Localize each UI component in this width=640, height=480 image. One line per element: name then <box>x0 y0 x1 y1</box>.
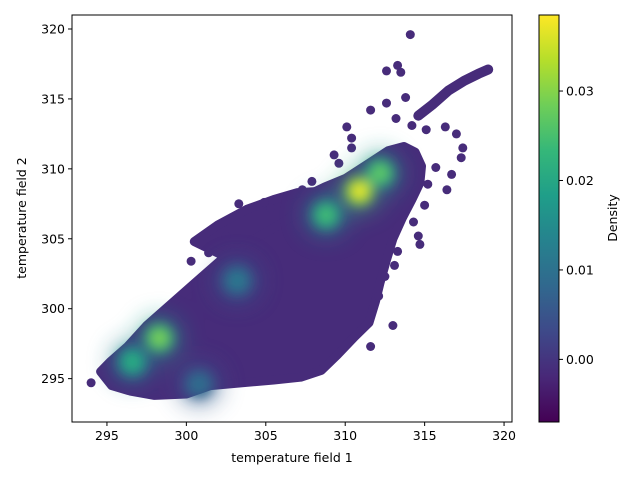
scatter-point <box>420 200 430 210</box>
scatter-point <box>442 185 452 195</box>
x-axis-label: temperature field 1 <box>231 450 352 465</box>
scatter-point <box>382 66 391 76</box>
scatter-point <box>393 60 403 70</box>
y-tick-label: 300 <box>41 301 65 316</box>
y-tick-label: 315 <box>41 91 65 106</box>
y-tick-label: 320 <box>41 21 65 36</box>
colorbar: 0.00 0.01 0.02 0.03 Density <box>538 14 620 423</box>
x-tick-label: 310 <box>333 428 357 443</box>
scatter-point <box>431 163 441 172</box>
scatter-point <box>407 121 417 130</box>
y-tick-label: 305 <box>41 231 65 246</box>
density-peak-core <box>152 331 167 346</box>
x-tick-label: 315 <box>413 428 437 443</box>
scatter-point <box>474 69 484 79</box>
scatter-point <box>347 133 357 143</box>
plot-frame <box>71 14 513 423</box>
scatter-point <box>413 231 423 241</box>
x-tick-label: 300 <box>174 428 198 443</box>
scatter-point <box>259 197 269 207</box>
colorbar-tick-label: 0.02 <box>566 173 594 188</box>
scatter-point <box>266 203 276 213</box>
density-peak-core <box>192 377 207 392</box>
scatter-point <box>421 125 431 135</box>
scatter-point <box>451 129 461 139</box>
scatter-point <box>391 114 401 123</box>
colorbar-ticks: 0.00 0.01 0.02 0.03 <box>559 84 594 367</box>
scatter-point <box>428 100 438 110</box>
density-peaks <box>118 159 395 399</box>
scatter-point <box>342 122 352 132</box>
x-tick-label: 305 <box>254 428 278 443</box>
scatter-point <box>443 86 453 96</box>
scatter-point <box>390 260 399 270</box>
x-axis: 295 300 305 310 315 320 <box>95 422 516 443</box>
scatter-point <box>405 30 415 40</box>
scatter-point <box>347 143 357 153</box>
density-peak-core <box>319 208 334 223</box>
colorbar-tick-label: 0.00 <box>566 352 594 367</box>
scatter-point <box>388 321 398 330</box>
scatter-point <box>186 256 196 266</box>
scatter-point <box>380 272 390 281</box>
scatter-point <box>374 291 384 301</box>
scatter-point <box>204 248 214 258</box>
plot-area <box>86 30 494 407</box>
scatter-point <box>366 105 376 115</box>
scatter-point <box>221 231 231 241</box>
scatter-point <box>423 179 433 189</box>
colorbar-tick-label: 0.03 <box>566 84 594 99</box>
scatter-point <box>307 176 317 186</box>
density-peak-core <box>230 273 245 288</box>
scatter-point <box>297 185 307 195</box>
scatter-point <box>458 143 468 153</box>
scatter-point <box>456 153 466 163</box>
scatter-point <box>334 158 344 168</box>
scatter-outliers <box>86 30 468 388</box>
scatter-point <box>447 169 457 179</box>
scatter-point <box>409 217 418 227</box>
y-tick-label: 295 <box>41 371 65 386</box>
x-tick-label: 320 <box>492 428 516 443</box>
scatter-point <box>366 342 376 351</box>
scatter-point <box>415 239 425 249</box>
y-axis-label: temperature field 2 <box>14 157 29 278</box>
density-peak-core <box>352 184 367 199</box>
colorbar-label: Density <box>605 194 620 242</box>
scatter-point <box>329 150 339 160</box>
scatter-point <box>234 199 244 209</box>
scatter-point <box>483 65 493 75</box>
density-peak-core <box>373 166 388 181</box>
scatter-point <box>459 76 469 86</box>
density-peak-core <box>125 354 140 369</box>
colorbar-gradient <box>538 14 560 423</box>
colorbar-tick-label: 0.01 <box>566 262 594 277</box>
y-tick-label: 310 <box>41 161 65 176</box>
scatter-point <box>86 378 96 388</box>
scatter-point <box>396 67 406 77</box>
density-highlights <box>110 151 403 407</box>
scatter-cloud-upper-band <box>189 186 328 262</box>
scatter-point <box>401 93 411 102</box>
x-tick-label: 295 <box>95 428 119 443</box>
scatter-point <box>413 111 423 121</box>
y-axis: 295 300 305 310 315 320 <box>41 21 72 386</box>
scatter-point <box>393 246 403 256</box>
scatter-point <box>382 98 391 108</box>
scatter-point <box>440 122 450 132</box>
